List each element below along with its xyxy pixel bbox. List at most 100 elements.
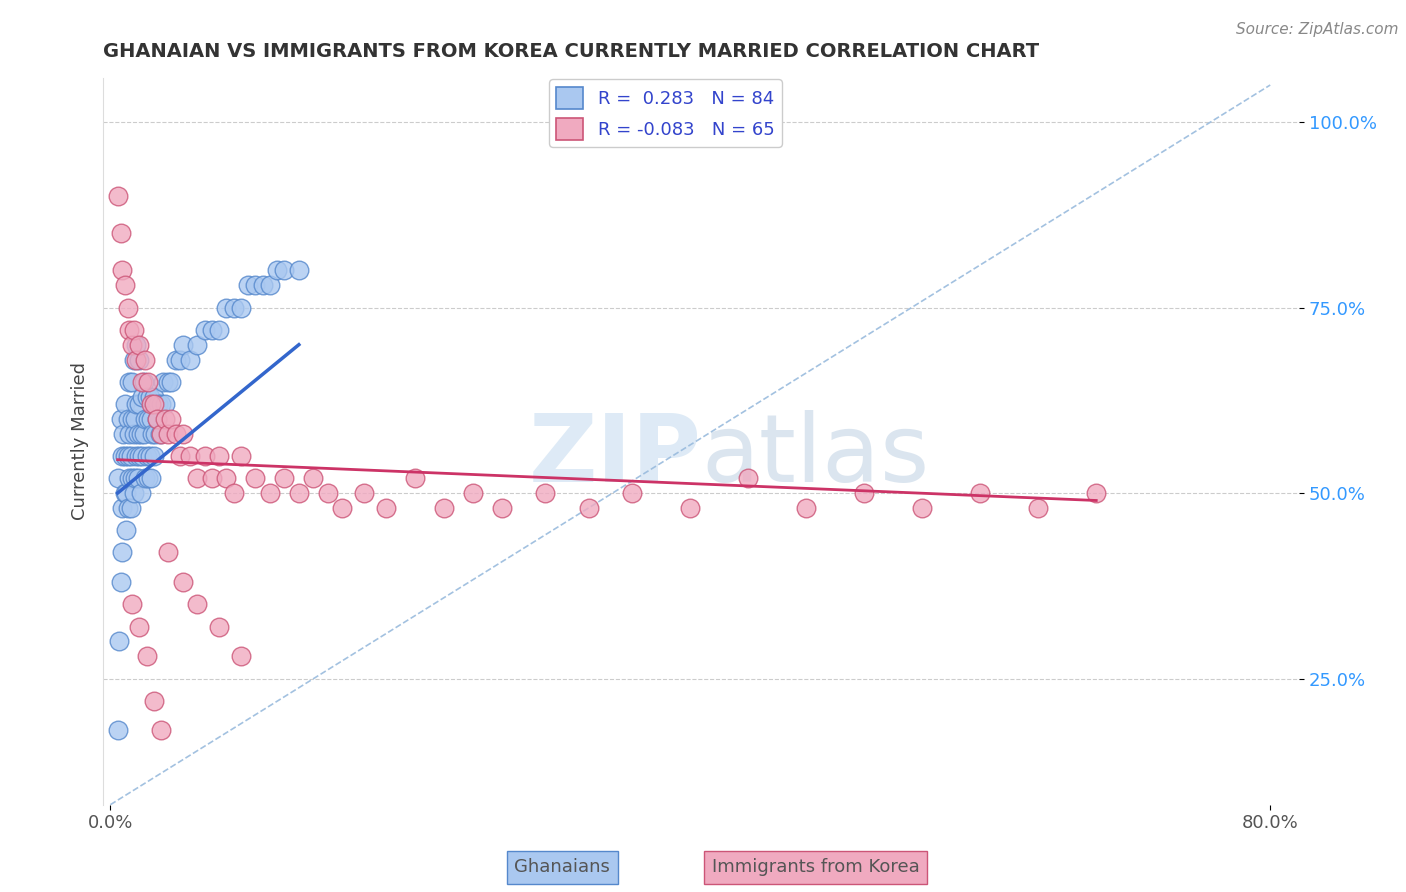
Text: ZIP: ZIP bbox=[529, 409, 702, 501]
Point bbox=[229, 649, 252, 664]
Point bbox=[172, 575, 194, 590]
Point bbox=[142, 694, 165, 708]
Point bbox=[120, 449, 142, 463]
Point bbox=[111, 263, 134, 277]
Point bbox=[125, 449, 148, 463]
Point bbox=[157, 375, 180, 389]
Point bbox=[330, 500, 353, 515]
Point bbox=[143, 426, 166, 441]
Point bbox=[165, 352, 187, 367]
Point bbox=[122, 352, 145, 367]
Point bbox=[150, 723, 173, 738]
Point bbox=[316, 486, 339, 500]
Point bbox=[118, 375, 141, 389]
Point bbox=[288, 486, 311, 500]
Point bbox=[139, 397, 162, 411]
Point bbox=[121, 598, 143, 612]
Point bbox=[201, 323, 224, 337]
Point bbox=[131, 390, 153, 404]
Point bbox=[135, 449, 157, 463]
Point bbox=[433, 500, 456, 515]
Point bbox=[201, 471, 224, 485]
Point bbox=[160, 412, 183, 426]
Point bbox=[118, 323, 141, 337]
Point bbox=[121, 337, 143, 351]
Text: GHANAIAN VS IMMIGRANTS FROM KOREA CURRENTLY MARRIED CORRELATION CHART: GHANAIAN VS IMMIGRANTS FROM KOREA CURREN… bbox=[103, 42, 1039, 61]
Point bbox=[121, 471, 143, 485]
Point bbox=[621, 486, 644, 500]
Point bbox=[229, 449, 252, 463]
Point bbox=[139, 471, 162, 485]
Text: atlas: atlas bbox=[702, 409, 929, 501]
Point bbox=[107, 471, 129, 485]
Point bbox=[259, 486, 281, 500]
Point bbox=[148, 397, 170, 411]
Point bbox=[150, 397, 173, 411]
Point bbox=[112, 426, 135, 441]
Point bbox=[131, 449, 153, 463]
Point bbox=[179, 449, 201, 463]
Point bbox=[404, 471, 426, 485]
Point bbox=[266, 263, 288, 277]
Point bbox=[245, 471, 267, 485]
Point bbox=[118, 426, 141, 441]
Point bbox=[169, 352, 191, 367]
Point bbox=[128, 449, 150, 463]
Point bbox=[172, 426, 194, 441]
Point bbox=[128, 352, 150, 367]
Point bbox=[155, 412, 177, 426]
Point bbox=[491, 500, 513, 515]
Point bbox=[122, 426, 145, 441]
Y-axis label: Currently Married: Currently Married bbox=[72, 362, 89, 520]
Point bbox=[136, 412, 159, 426]
Point bbox=[121, 412, 143, 426]
Point bbox=[853, 486, 876, 500]
Point bbox=[374, 500, 396, 515]
Point bbox=[125, 352, 148, 367]
Point bbox=[111, 500, 134, 515]
Point bbox=[215, 301, 238, 315]
Point bbox=[179, 352, 201, 367]
Point bbox=[172, 337, 194, 351]
Point bbox=[117, 301, 139, 315]
Point bbox=[107, 723, 129, 738]
Point bbox=[259, 278, 281, 293]
Point bbox=[157, 426, 180, 441]
Point bbox=[273, 471, 295, 485]
Point bbox=[461, 486, 484, 500]
Point bbox=[132, 426, 155, 441]
Legend: R =  0.283   N = 84, R = -0.083   N = 65: R = 0.283 N = 84, R = -0.083 N = 65 bbox=[548, 79, 782, 147]
Point bbox=[115, 523, 138, 537]
Point bbox=[273, 263, 295, 277]
Point bbox=[911, 500, 934, 515]
Point bbox=[125, 397, 148, 411]
Point bbox=[222, 486, 245, 500]
Point bbox=[127, 471, 149, 485]
Point bbox=[110, 575, 132, 590]
Point bbox=[208, 619, 231, 633]
Point bbox=[121, 375, 143, 389]
Point bbox=[534, 486, 557, 500]
Point bbox=[136, 471, 159, 485]
Point bbox=[131, 375, 153, 389]
Point bbox=[229, 301, 252, 315]
Point bbox=[142, 390, 165, 404]
Point bbox=[186, 337, 208, 351]
Point bbox=[215, 471, 238, 485]
Point bbox=[149, 426, 172, 441]
Point bbox=[160, 375, 183, 389]
Point bbox=[128, 619, 150, 633]
Point bbox=[1026, 500, 1049, 515]
Point bbox=[134, 352, 156, 367]
Point bbox=[117, 412, 139, 426]
Point bbox=[157, 545, 180, 559]
Point bbox=[138, 390, 160, 404]
Point bbox=[111, 449, 134, 463]
Point bbox=[124, 412, 146, 426]
Point bbox=[122, 486, 145, 500]
Point bbox=[128, 397, 150, 411]
Point bbox=[142, 397, 165, 411]
Point bbox=[208, 323, 231, 337]
Point bbox=[288, 263, 311, 277]
Text: Source: ZipAtlas.com: Source: ZipAtlas.com bbox=[1236, 22, 1399, 37]
